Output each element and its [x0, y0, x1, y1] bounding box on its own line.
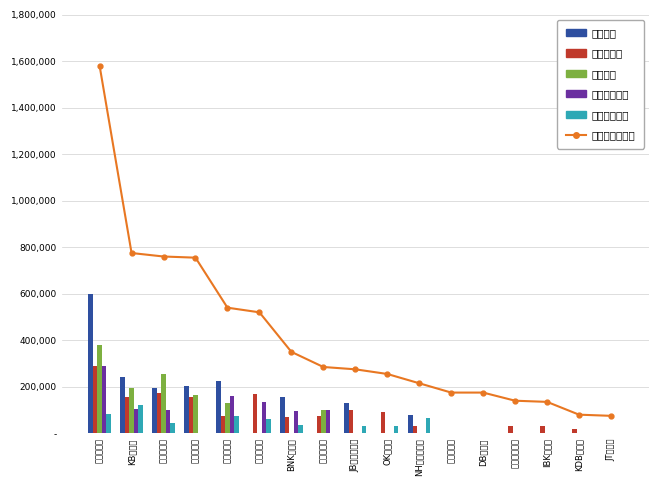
브랜드평판지수: [479, 390, 487, 395]
Bar: [348, 410, 353, 433]
Bar: [230, 396, 234, 433]
브랜드평판지수: [319, 364, 327, 370]
Bar: [93, 366, 98, 433]
브랜드평판지수: [543, 399, 551, 405]
Bar: [408, 414, 412, 433]
Bar: [426, 418, 430, 433]
Bar: [321, 410, 325, 433]
브랜드평판지수: [224, 305, 232, 311]
Bar: [508, 426, 513, 433]
Bar: [225, 403, 230, 433]
브랜드평판지수: [575, 412, 583, 417]
Legend: 참여지수, 미디어지수, 소통지수, 커뮤니티지수, 사회공헌지수, 브랜드평판지수: 참여지수, 미디어지수, 소통지수, 커뮤니티지수, 사회공헌지수, 브랜드평판…: [557, 20, 644, 149]
Bar: [317, 416, 321, 433]
Bar: [325, 410, 330, 433]
Bar: [266, 419, 271, 433]
Bar: [170, 423, 175, 433]
브랜드평판지수: [511, 398, 519, 404]
Bar: [280, 397, 284, 433]
브랜드평판지수: [351, 366, 359, 372]
Bar: [261, 402, 266, 433]
Bar: [541, 426, 545, 433]
브랜드평판지수: [383, 371, 391, 377]
Bar: [106, 413, 111, 433]
Bar: [284, 417, 289, 433]
Bar: [125, 397, 129, 433]
브랜드평판지수: [447, 390, 455, 395]
Bar: [572, 429, 577, 433]
Bar: [216, 381, 220, 433]
Bar: [234, 416, 239, 433]
Bar: [166, 410, 170, 433]
Bar: [344, 403, 348, 433]
Bar: [139, 405, 143, 433]
Line: 브랜드평판지수: 브랜드평판지수: [97, 63, 613, 418]
Bar: [120, 377, 125, 433]
브랜드평판지수: [415, 380, 423, 386]
Bar: [184, 386, 189, 433]
Bar: [362, 426, 366, 433]
Bar: [298, 425, 302, 433]
브랜드평판지수: [287, 349, 295, 355]
Bar: [152, 388, 157, 433]
브랜드평판지수: [191, 255, 199, 261]
Bar: [88, 294, 93, 433]
Bar: [381, 412, 385, 433]
Bar: [294, 411, 298, 433]
브랜드평판지수: [255, 309, 263, 315]
브랜드평판지수: [160, 254, 168, 260]
Bar: [98, 345, 102, 433]
Bar: [220, 416, 225, 433]
Bar: [161, 374, 166, 433]
Bar: [134, 409, 139, 433]
브랜드평판지수: [607, 413, 615, 419]
Bar: [394, 426, 399, 433]
Bar: [129, 388, 134, 433]
Bar: [193, 395, 198, 433]
Bar: [253, 393, 257, 433]
브랜드평판지수: [96, 63, 104, 69]
브랜드평판지수: [127, 250, 135, 256]
Bar: [102, 366, 106, 433]
Bar: [412, 426, 417, 433]
Bar: [189, 397, 193, 433]
Bar: [157, 393, 161, 433]
